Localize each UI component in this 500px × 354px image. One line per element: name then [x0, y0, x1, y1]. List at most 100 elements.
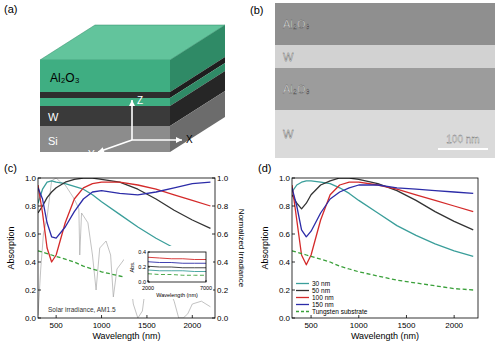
panel-label: (d)	[258, 162, 271, 174]
image-band	[275, 3, 495, 45]
x-tick	[56, 315, 57, 318]
scale-bar	[438, 148, 488, 150]
series-line	[148, 274, 206, 276]
y-tick	[292, 234, 295, 235]
y-tick	[38, 318, 41, 319]
chart: 5001000150020000.00.20.40.60.81.00.00.20…	[4, 162, 246, 341]
legend-label: 30 nm	[312, 280, 330, 287]
series-line	[292, 182, 473, 265]
y-tick-label: 0.6	[25, 230, 37, 239]
layer-front	[40, 106, 170, 126]
x-tick-label: 2000	[445, 321, 463, 330]
y-tick	[292, 206, 295, 207]
y-tick	[38, 206, 41, 207]
x-axis-label: Wavelength (nm)	[92, 331, 160, 341]
y-tick-label: 0.0	[25, 314, 37, 323]
y2-tick-label: 0.2	[217, 286, 229, 295]
micrograph: Al₂O₃WAl₂O₃W100 nm(b)	[250, 3, 495, 158]
y-axis-label: Absorption	[6, 226, 16, 269]
layer-front	[40, 60, 170, 92]
panel-label: (a)	[4, 3, 17, 15]
layer-front	[40, 98, 170, 106]
y2-axis-label: Normalized Irradiance	[237, 209, 246, 288]
series-line	[292, 185, 473, 237]
y-tick-label: 0.4	[138, 249, 146, 255]
series-line	[292, 251, 473, 290]
series-group	[148, 257, 206, 275]
axis-name: X	[186, 134, 193, 145]
y-tick	[292, 290, 295, 291]
figure: (a)Al₂O₃WSiXYZAl₂O₃WAl₂O₃W100 nm(b)50010…	[0, 0, 500, 354]
legend-swatch	[296, 283, 309, 284]
chart: 5001000150020000.00.20.40.60.81.0Wavelen…	[258, 162, 478, 341]
image-band	[275, 110, 495, 158]
x-tick-label: 1500	[138, 321, 156, 330]
x-axis-label: Wavelength (nm)	[156, 292, 198, 298]
y-tick-label: 0.2	[279, 286, 291, 295]
arrow-head	[98, 147, 105, 153]
legend-swatch	[296, 297, 309, 298]
series-line	[148, 266, 206, 268]
y-tick	[38, 234, 41, 235]
image-band	[275, 45, 495, 68]
scale-bar-label: 100 nm	[446, 134, 479, 145]
legend-label: 50 nm	[312, 287, 330, 294]
axis-arrow	[98, 140, 132, 152]
layer-label: W	[283, 128, 294, 140]
series-line	[38, 182, 210, 238]
y2-tick	[212, 318, 215, 319]
x-tick	[101, 315, 102, 318]
layer-label: Si	[48, 135, 58, 147]
layer-label: Al₂O₃	[283, 18, 310, 30]
x-tick	[146, 315, 147, 318]
axis-name: Y	[88, 149, 95, 160]
series-annotation: Solar irradiance, AM1.5	[48, 306, 116, 313]
legend: 30 nm50 nm100 nm150 nmTungsten substrate	[296, 280, 368, 316]
x-tick-label: 1000	[93, 321, 111, 330]
image-band	[275, 68, 495, 110]
panel-label: (c)	[4, 162, 17, 174]
arrow-head	[176, 137, 182, 143]
plot-frame	[148, 252, 206, 282]
layer-label: Al₂O₃	[50, 71, 80, 85]
y-tick-label: 0.8	[25, 202, 37, 211]
legend-label: 150 nm	[312, 301, 334, 308]
y-tick	[38, 262, 41, 263]
schematic: (a) Al₂O₃ W Si X Y Z	[4, 3, 225, 160]
series-line	[148, 257, 206, 259]
arrow-head	[129, 100, 135, 106]
y-tick	[148, 282, 150, 283]
x-tick	[358, 315, 359, 318]
x-tick-label: 1000	[350, 321, 368, 330]
y-tick	[292, 262, 295, 263]
layer-front	[40, 126, 170, 152]
axis-name: Z	[137, 95, 143, 106]
y2-tick-label: 0.0	[217, 314, 229, 323]
y-tick-label: 1.0	[25, 174, 37, 183]
y2-tick	[212, 206, 215, 207]
legend-label: Tungsten substrate	[312, 308, 368, 316]
y-tick-label: 0.0	[138, 279, 146, 285]
layer-label: W	[48, 111, 59, 123]
legend-swatch	[296, 311, 309, 312]
panel-label: (b)	[250, 4, 263, 16]
layer-label: Al₂O₃	[283, 83, 310, 95]
y-tick-label: 0.2	[25, 286, 37, 295]
y-tick-label: 0.4	[25, 258, 37, 267]
x-tick-label: 7000	[200, 285, 212, 291]
series-group	[292, 178, 473, 290]
x-tick-label: 2000	[183, 321, 201, 330]
y-tick-label: 0.4	[279, 258, 291, 267]
inset-background	[124, 246, 213, 299]
inset-chart: 200070000.00.20.4Wavelength (nm)Abs.	[124, 246, 213, 299]
y-tick-label: 0.2	[138, 264, 146, 270]
x-axis-label: Wavelength (nm)	[351, 331, 419, 341]
y2-tick-label: 1.0	[217, 174, 229, 183]
y-tick-label: 1.0	[279, 174, 291, 183]
y-tick	[292, 178, 295, 179]
plot-frame	[292, 178, 478, 318]
x-tick	[206, 280, 207, 282]
y-tick	[38, 178, 41, 179]
plot-frame	[38, 178, 215, 318]
y-tick-label: 0.6	[279, 230, 291, 239]
